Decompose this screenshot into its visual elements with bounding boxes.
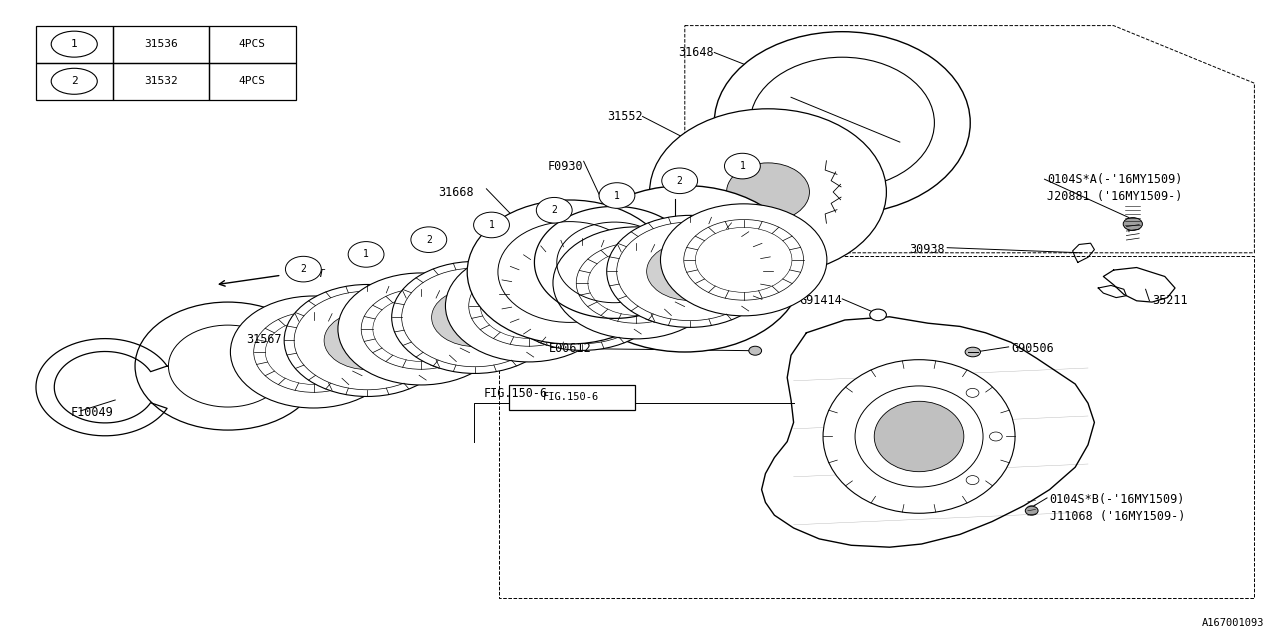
Text: F0930: F0930 [548, 160, 584, 173]
Ellipse shape [727, 163, 809, 221]
Ellipse shape [714, 32, 970, 214]
Ellipse shape [480, 273, 577, 339]
Ellipse shape [539, 265, 626, 323]
Text: 0104S*B(-'16MY1509): 0104S*B(-'16MY1509) [1050, 493, 1185, 506]
Text: 35211: 35211 [1152, 294, 1188, 307]
Text: 30938: 30938 [909, 243, 945, 256]
Ellipse shape [660, 204, 827, 316]
Text: 4PCS: 4PCS [238, 39, 266, 49]
Ellipse shape [614, 219, 755, 319]
Bar [209, 63, 296, 100]
Text: 31532: 31532 [143, 76, 178, 86]
Text: FIG.150-6: FIG.150-6 [543, 392, 599, 403]
Ellipse shape [649, 109, 886, 275]
Bar [36, 63, 113, 100]
Ellipse shape [966, 476, 979, 484]
Bar [113, 63, 209, 100]
Ellipse shape [468, 266, 589, 346]
Ellipse shape [498, 221, 641, 323]
Bar [113, 26, 209, 63]
Ellipse shape [695, 227, 792, 292]
Text: 31552: 31552 [607, 110, 643, 123]
Text: 1: 1 [614, 191, 620, 200]
Ellipse shape [1025, 506, 1038, 515]
Bar [209, 26, 296, 63]
Text: 2: 2 [70, 76, 78, 86]
Text: 4PCS: 4PCS [238, 76, 266, 86]
Ellipse shape [989, 432, 1002, 441]
Ellipse shape [662, 168, 698, 193]
Text: J11068 ('16MY1509-): J11068 ('16MY1509-) [1050, 510, 1185, 523]
Ellipse shape [372, 296, 470, 362]
Text: 31536: 31536 [143, 39, 178, 49]
Text: 2: 2 [677, 176, 682, 186]
Ellipse shape [567, 186, 804, 352]
Ellipse shape [348, 241, 384, 268]
Text: FIG.150-6: FIG.150-6 [484, 387, 548, 400]
Text: 0104S*A(-'16MY1509): 0104S*A(-'16MY1509) [1047, 173, 1183, 186]
Text: 1: 1 [489, 220, 494, 230]
Text: 31567: 31567 [246, 333, 282, 346]
Ellipse shape [644, 239, 726, 298]
Ellipse shape [265, 319, 362, 385]
Text: J20881 ('16MY1509-): J20881 ('16MY1509-) [1047, 190, 1183, 203]
Ellipse shape [253, 312, 374, 392]
Ellipse shape [294, 291, 440, 390]
Ellipse shape [966, 388, 979, 397]
Ellipse shape [536, 197, 572, 223]
Text: F10049: F10049 [70, 406, 113, 419]
Text: G91414: G91414 [800, 294, 842, 307]
Ellipse shape [599, 182, 635, 208]
Ellipse shape [324, 311, 411, 369]
Ellipse shape [499, 238, 666, 350]
Ellipse shape [474, 212, 509, 237]
Ellipse shape [431, 288, 518, 347]
Text: E00612: E00612 [549, 342, 591, 355]
Text: G90506: G90506 [1011, 342, 1053, 355]
Text: A167001093: A167001093 [1202, 618, 1265, 628]
Ellipse shape [361, 289, 481, 369]
Ellipse shape [445, 250, 612, 362]
Ellipse shape [169, 325, 287, 407]
Ellipse shape [411, 227, 447, 252]
Ellipse shape [626, 227, 744, 310]
Ellipse shape [874, 401, 964, 472]
Text: 1: 1 [70, 39, 78, 49]
Text: 31648: 31648 [678, 46, 714, 59]
Ellipse shape [284, 284, 451, 396]
Text: 2: 2 [426, 235, 431, 244]
Ellipse shape [576, 243, 696, 323]
Ellipse shape [855, 386, 983, 487]
Ellipse shape [749, 346, 762, 355]
Ellipse shape [1124, 218, 1142, 230]
Ellipse shape [230, 296, 397, 408]
Ellipse shape [467, 200, 672, 344]
Ellipse shape [553, 227, 719, 339]
Text: 2: 2 [301, 264, 306, 274]
Ellipse shape [402, 268, 548, 367]
Ellipse shape [724, 153, 760, 179]
Text: FRONT: FRONT [292, 269, 325, 279]
Text: 1: 1 [740, 161, 745, 171]
Ellipse shape [134, 302, 320, 430]
Ellipse shape [617, 222, 763, 321]
Ellipse shape [870, 309, 887, 321]
Text: 31668: 31668 [438, 186, 474, 198]
Ellipse shape [588, 250, 685, 316]
Ellipse shape [750, 57, 934, 189]
Text: 31521: 31521 [623, 250, 659, 262]
Ellipse shape [684, 220, 804, 300]
Ellipse shape [965, 347, 980, 357]
Bar [509, 385, 635, 410]
Ellipse shape [607, 215, 773, 327]
Text: 2: 2 [552, 205, 557, 215]
Ellipse shape [338, 273, 504, 385]
Ellipse shape [646, 242, 733, 301]
Ellipse shape [392, 261, 558, 373]
Ellipse shape [823, 360, 1015, 513]
Ellipse shape [285, 256, 321, 282]
Text: 1: 1 [364, 250, 369, 259]
Bar [36, 26, 113, 63]
Ellipse shape [509, 245, 655, 344]
